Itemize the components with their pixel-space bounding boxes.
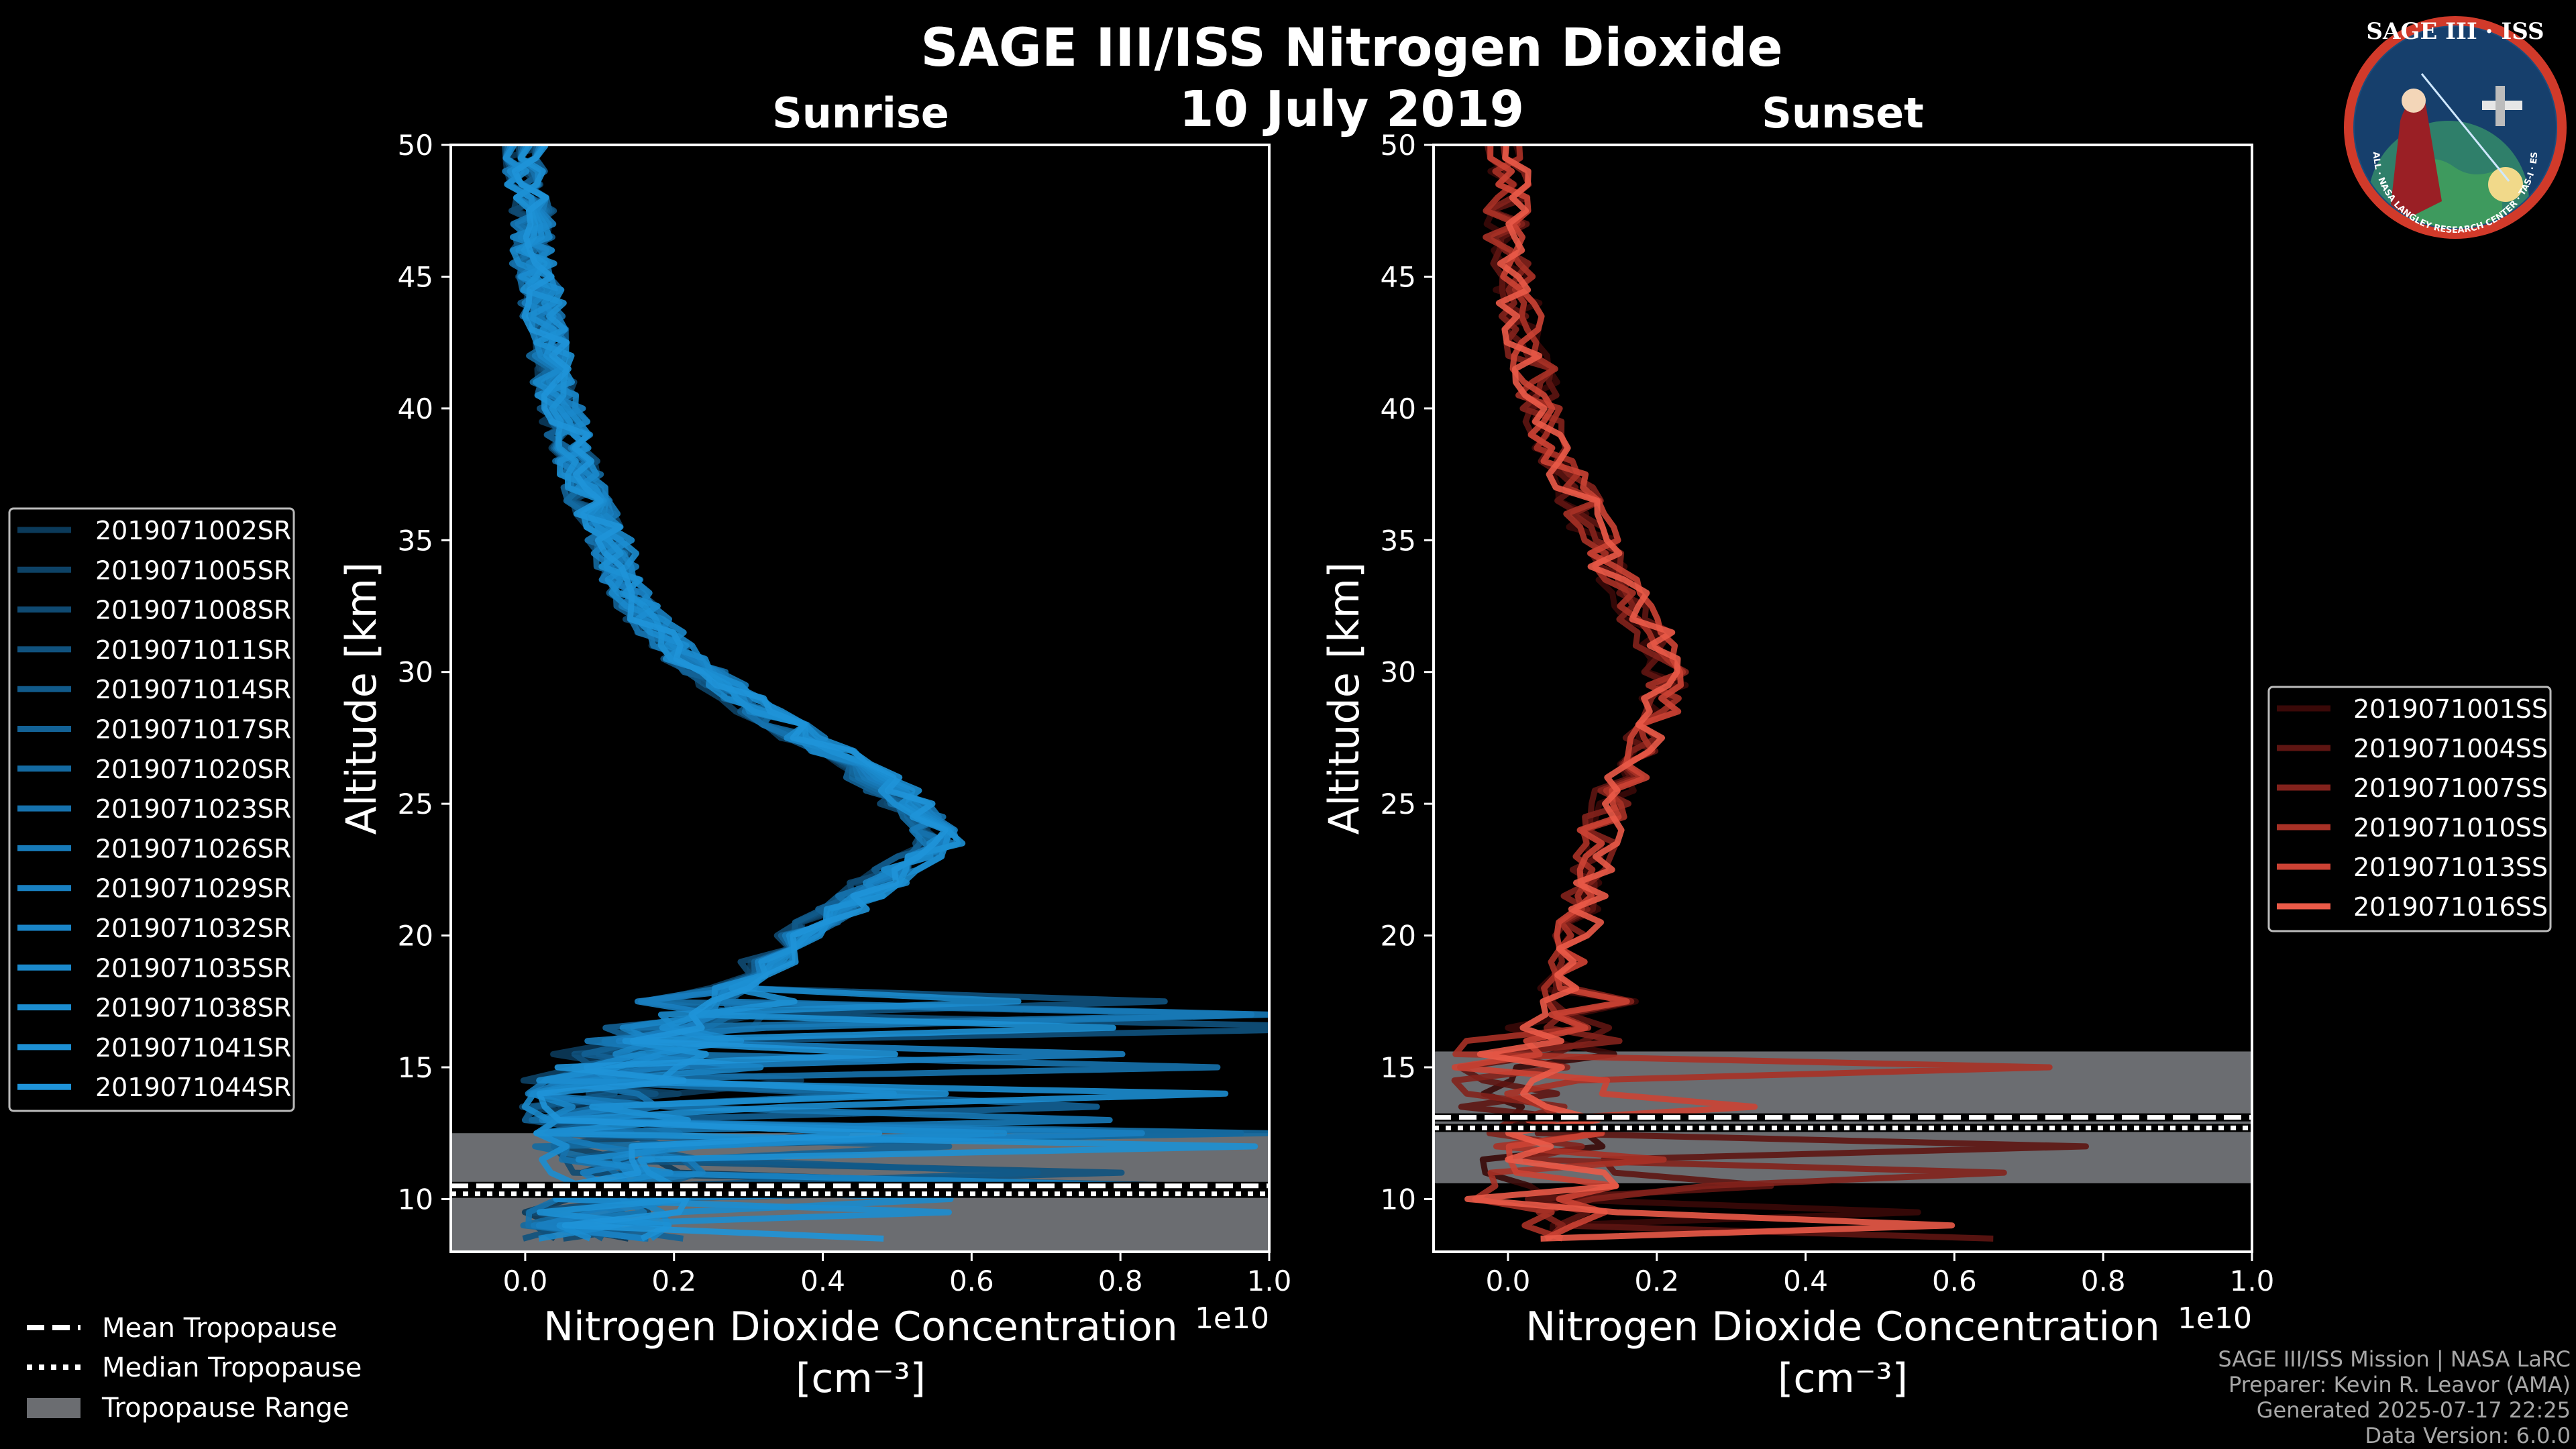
sunset-ylabel: Altitude [km] (1320, 562, 1368, 835)
sunset-ytick-label: 50 (1381, 129, 1416, 162)
logo-astronomer-icon (2388, 99, 2442, 228)
mean-tropopause-label: Mean Tropopause (102, 1313, 337, 1344)
legend-label-2019071004SS: 2019071004SS (2353, 734, 2548, 763)
legend-label-2019071010SS: 2019071010SS (2353, 813, 2548, 843)
sunset-xscale: 1e10 (2178, 1301, 2252, 1336)
sunset-ytick-label: 25 (1381, 788, 1416, 820)
sunset-xtick-label: 0.6 (1932, 1265, 1977, 1297)
sunset-plot-frame (1432, 144, 2253, 1253)
sunrise-tropopause-lines (451, 1181, 1269, 1198)
sunset-ytick-label: 10 (1381, 1183, 1416, 1216)
sunrise-ytick-label: 40 (398, 392, 433, 425)
sunrise-legend-items: 2019071002SR 2019071005SR 2019071008SR 2019… (17, 516, 291, 1102)
profile-2019071013SS (1451, 145, 1758, 1242)
legend-label-2019071014SR: 2019071014SR (95, 675, 291, 704)
sunrise-ylabel: Altitude [km] (337, 562, 386, 835)
legend-label-2019071016SS: 2019071016SS (2353, 892, 2548, 922)
legend-label-2019071023SR: 2019071023SR (95, 794, 291, 824)
figure-title: SAGE III/ISS Nitrogen Dioxide (920, 18, 1782, 78)
credits-line-1: SAGE III/ISS Mission | NASA LaRC (2218, 1346, 2571, 1372)
legend-label-2019071007SS: 2019071007SS (2353, 773, 2548, 803)
legend-label-2019071002SR: 2019071002SR (95, 516, 291, 545)
sunset-ytick-label: 30 (1381, 656, 1416, 689)
tropopause-legend: Mean Tropopause Median Tropopause Tropop… (27, 1313, 362, 1424)
sunrise-xtick-label: 0.6 (949, 1265, 994, 1297)
legend-label-2019071001SS: 2019071001SS (2353, 694, 2548, 724)
legend-label-2019071011SR: 2019071011SR (95, 635, 291, 665)
legend-label-2019071032SR: 2019071032SR (95, 914, 291, 943)
sunset-xunit: [cm⁻³] (1778, 1355, 1908, 1402)
sunrise-ytick-label: 20 (398, 920, 433, 953)
sunrise-x-axis: 0.0 0.2 0.4 0.6 0.8 1.0 (503, 1252, 1292, 1297)
sunset-tropopause-lines (1434, 1113, 2252, 1132)
legend-label-2019071035SR: 2019071035SR (95, 953, 291, 983)
sunset-profiles (1451, 145, 2089, 1242)
sunrise-xunit: [cm⁻³] (796, 1355, 926, 1402)
sunrise-ytick-label: 15 (398, 1051, 433, 1084)
credits-line-3: Generated 2025-07-17 22:25 (2257, 1397, 2571, 1423)
sunset-legend: 2019071001SS 2019071004SS 2019071007SS 2019… (2267, 686, 2552, 932)
sunrise-panel: Sunrise 0.0 0.2 0.4 0.6 0.8 1.0 10 15 20 25 30 35 4… (337, 89, 1292, 1402)
sunset-panel: Sunset 0.0 0.2 0.4 0.6 0.8 1.0 10 15 20 25 30 35 40… (1320, 89, 2274, 1402)
sunrise-legend: 2019071002SR 2019071005SR 2019071008SR 2019… (8, 507, 295, 1112)
sunrise-xtick-label: 0.4 (800, 1265, 845, 1297)
sunrise-title: Sunrise (772, 89, 949, 138)
sunrise-y-axis: 10 15 20 25 30 35 40 45 50 (398, 129, 451, 1216)
sunrise-ytick-label: 45 (398, 260, 433, 293)
sunset-xtick-label: 0.4 (1783, 1265, 1828, 1297)
legend-label-2019071038SR: 2019071038SR (95, 994, 291, 1023)
sunrise-ytick-label: 25 (398, 788, 433, 820)
sunset-xtick-label: 0.0 (1486, 1265, 1531, 1297)
credits-line-2: Preparer: Kevin R. Leavor (AMA) (2229, 1372, 2571, 1397)
sunrise-xtick-label: 0.8 (1098, 1265, 1143, 1297)
credits: SAGE III/ISS Mission | NASA LaRC Prepare… (2218, 1346, 2571, 1448)
sunset-xtick-label: 0.2 (1634, 1265, 1679, 1297)
sunset-ytick-label: 20 (1381, 920, 1416, 953)
tropopause-range-swatch (27, 1398, 80, 1418)
sunrise-xlabel: Nitrogen Dioxide Concentration (543, 1303, 1178, 1350)
median-tropopause-label: Median Tropopause (102, 1352, 362, 1383)
sunset-ytick-label: 45 (1381, 260, 1416, 293)
profile-2019071044SR (511, 145, 949, 1242)
sunrise-xtick-label: 0.2 (651, 1265, 696, 1297)
sunset-legend-items: 2019071001SS 2019071004SS 2019071007SS 2019… (2277, 694, 2548, 922)
sunset-x-axis: 0.0 0.2 0.4 0.6 0.8 1.0 (1486, 1252, 2275, 1297)
sunset-xlabel: Nitrogen Dioxide Concentration (1525, 1303, 2160, 1350)
legend-label-2019071013SS: 2019071013SS (2353, 853, 2548, 882)
sunrise-xtick-label: 1.0 (1247, 1265, 1292, 1297)
sunrise-xtick-label: 0.0 (503, 1265, 548, 1297)
sunrise-plot-frame (449, 144, 1271, 1253)
tropopause-range-label: Tropopause Range (101, 1393, 350, 1424)
sunset-xtick-label: 0.8 (2081, 1265, 2126, 1297)
sunset-ytick-label: 15 (1381, 1051, 1416, 1084)
profile-2019071016SS (1464, 145, 1955, 1242)
sunset-xtick-label: 1.0 (2230, 1265, 2275, 1297)
logo-text: SAGE III · ISS (2366, 18, 2544, 45)
logo-moon-icon (2488, 167, 2523, 202)
profile-2019071010SS (1452, 145, 2053, 1242)
sunrise-profiles (502, 145, 1269, 1242)
sunrise-ytick-label: 30 (398, 656, 433, 689)
sunrise-ytick-label: 50 (398, 129, 433, 162)
legend-label-2019071008SR: 2019071008SR (95, 596, 291, 625)
figure-date: 10 July 2019 (1179, 80, 1524, 138)
sunrise-xscale: 1e10 (1195, 1301, 1269, 1336)
sunset-ytick-label: 40 (1381, 392, 1416, 425)
sunrise-legend-box (8, 507, 295, 1112)
sunset-legend-box (2267, 686, 2552, 932)
legend-label-2019071029SR: 2019071029SR (95, 874, 291, 904)
legend-label-2019071017SR: 2019071017SR (95, 715, 291, 745)
credits-line-4: Data Version: 6.0.0 (2365, 1423, 2571, 1448)
sunrise-ytick-label: 35 (398, 524, 433, 557)
sunset-ytick-label: 35 (1381, 524, 1416, 557)
sunset-title: Sunset (1762, 89, 1924, 138)
legend-label-2019071041SR: 2019071041SR (95, 1033, 291, 1063)
legend-label-2019071005SR: 2019071005SR (95, 555, 291, 585)
legend-label-2019071044SR: 2019071044SR (95, 1073, 291, 1102)
legend-label-2019071020SR: 2019071020SR (95, 755, 291, 784)
legend-label-2019071026SR: 2019071026SR (95, 834, 291, 863)
sunset-y-axis: 10 15 20 25 30 35 40 45 50 (1381, 129, 1434, 1216)
sunrise-ytick-label: 10 (398, 1183, 433, 1216)
